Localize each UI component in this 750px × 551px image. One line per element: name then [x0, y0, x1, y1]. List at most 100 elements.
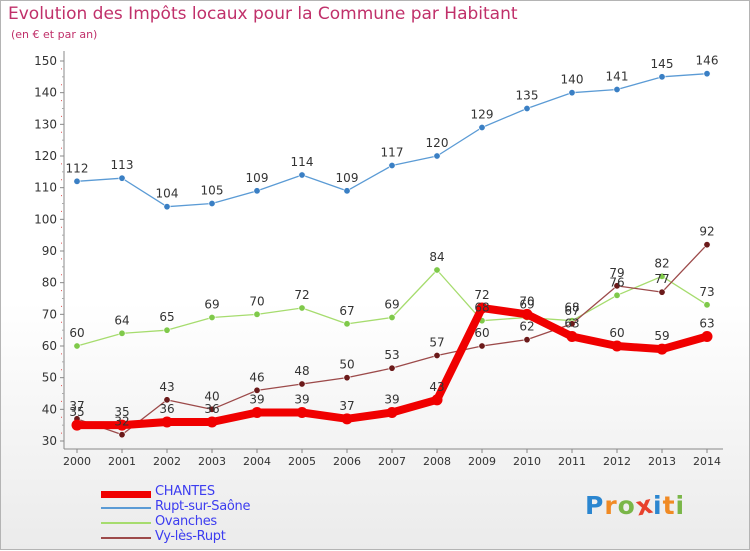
- legend-label: Vy-lès-Rupt: [155, 529, 226, 544]
- data-point: [73, 342, 81, 350]
- data-label: 68: [564, 301, 579, 315]
- data-label: 35: [114, 405, 129, 419]
- legend-swatch: [101, 507, 151, 509]
- data-point: [73, 177, 81, 185]
- x-tick-label: 2001: [108, 455, 136, 468]
- data-label: 135: [516, 89, 539, 103]
- data-point: [298, 171, 306, 179]
- data-point: [703, 241, 711, 249]
- data-point: [341, 413, 353, 425]
- data-label: 117: [381, 146, 404, 160]
- data-point: [208, 405, 216, 413]
- chart-legend: CHANTES Rupt-sur-Saône Ovanches Vy-lès-R…: [101, 484, 321, 545]
- data-point: [433, 351, 441, 359]
- data-label: 68: [474, 301, 489, 315]
- data-point: [386, 407, 398, 418]
- data-point: [253, 386, 261, 394]
- data-label: 73: [699, 285, 714, 299]
- data-point: [161, 416, 173, 428]
- data-point: [253, 310, 261, 318]
- legend-swatch: [101, 537, 151, 539]
- data-label: 67: [564, 304, 579, 318]
- data-point: [613, 86, 621, 94]
- data-label: 76: [609, 275, 624, 289]
- data-point: [206, 416, 218, 428]
- y-tick-label: 150: [34, 54, 57, 68]
- data-point: [251, 407, 263, 418]
- data-label: 37: [339, 399, 354, 413]
- chart-subtitle: (en € et par an): [11, 28, 98, 41]
- data-label: 105: [201, 184, 224, 198]
- data-label: 145: [651, 57, 674, 71]
- data-point: [163, 326, 171, 334]
- x-tick-label: 2014: [693, 455, 721, 468]
- data-point: [116, 419, 128, 431]
- data-point: [163, 203, 171, 211]
- data-point: [343, 187, 351, 195]
- data-label: 64: [114, 313, 129, 327]
- x-tick-label: 2009: [468, 455, 496, 468]
- data-label: 92: [699, 225, 714, 239]
- data-label: 62: [519, 320, 534, 334]
- legend-swatch: [101, 522, 151, 524]
- data-label: 63: [699, 317, 714, 331]
- y-tick-label: 100: [34, 212, 57, 226]
- data-label: 146: [696, 54, 719, 68]
- data-label: 60: [474, 326, 489, 340]
- y-tick-label: 50: [42, 371, 57, 385]
- data-label: 60: [609, 326, 624, 340]
- data-label: 140: [561, 73, 584, 87]
- x-tick-label: 2005: [288, 455, 316, 468]
- data-label: 70: [519, 294, 534, 308]
- data-label: 69: [384, 298, 399, 312]
- data-label: 59: [654, 329, 669, 343]
- x-tick-label: 2003: [198, 455, 226, 468]
- x-tick-label: 2013: [648, 455, 676, 468]
- y-tick-label: 30: [42, 434, 57, 448]
- data-point: [71, 419, 83, 431]
- data-point: [523, 336, 531, 344]
- data-point: [658, 288, 666, 296]
- data-point: [658, 73, 666, 81]
- legend-item-ovanches: Ovanches: [101, 514, 321, 530]
- data-point: [433, 152, 441, 160]
- data-label: 77: [654, 272, 669, 286]
- x-tick-label: 2008: [423, 455, 451, 468]
- legend-label: Ovanches: [155, 514, 217, 529]
- x-tick-label: 2007: [378, 455, 406, 468]
- data-label: 67: [339, 304, 354, 318]
- data-point: [431, 394, 443, 406]
- y-tick-label: 70: [42, 307, 57, 321]
- data-point: [613, 282, 621, 290]
- y-tick-label: 120: [34, 149, 57, 163]
- data-label: 114: [291, 155, 314, 169]
- y-tick-label: 60: [42, 339, 57, 353]
- data-point: [388, 313, 396, 321]
- data-label: 43: [159, 380, 174, 394]
- x-tick-label: 2012: [603, 455, 631, 468]
- data-point: [611, 340, 623, 352]
- data-point: [478, 342, 486, 350]
- data-point: [568, 89, 576, 97]
- data-point: [208, 200, 216, 208]
- data-point: [343, 320, 351, 328]
- y-tick-label: 110: [34, 181, 57, 195]
- data-point: [703, 70, 711, 78]
- data-point: [476, 302, 488, 314]
- data-label: 72: [474, 288, 489, 302]
- y-tick-label: 140: [34, 86, 57, 100]
- data-label: 60: [69, 326, 84, 340]
- data-point: [253, 187, 261, 195]
- chart-title: Evolution des Impôts locaux pour la Comm…: [8, 4, 518, 24]
- data-point: [523, 105, 531, 113]
- legend-item-rupt-sur-saone: Rupt-sur-Saône: [101, 499, 321, 515]
- x-tick-label: 2004: [243, 455, 271, 468]
- data-point: [343, 374, 351, 382]
- data-label: 70: [249, 294, 264, 308]
- proxiti-logo: Proxiti: [585, 489, 686, 522]
- legend-swatch: [101, 491, 151, 498]
- data-point: [433, 266, 441, 274]
- data-point: [478, 124, 486, 132]
- data-point: [658, 272, 666, 280]
